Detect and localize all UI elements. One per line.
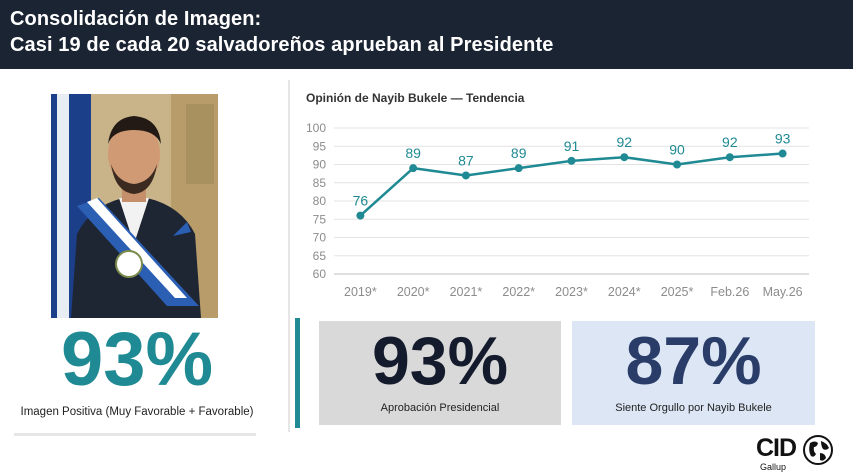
y-tick-label: 60 bbox=[313, 267, 327, 281]
x-tick-label: 2022* bbox=[502, 285, 535, 299]
x-tick-label: 2023* bbox=[555, 285, 588, 299]
header-banner: Consolidación de Imagen: Casi 19 de cada… bbox=[0, 0, 853, 69]
cid-gallup-logo: CID Gallup bbox=[756, 434, 834, 474]
header-title-line1: Consolidación de Imagen: bbox=[10, 8, 262, 30]
pride-value: 87% bbox=[625, 323, 762, 399]
data-label: 76 bbox=[353, 193, 369, 209]
data-label: 92 bbox=[616, 134, 632, 150]
pride-caption: Siente Orgullo por Nayib Bukele bbox=[615, 402, 772, 414]
globe-icon bbox=[803, 435, 833, 465]
data-label: 93 bbox=[775, 131, 791, 147]
data-label: 87 bbox=[458, 152, 474, 168]
data-point bbox=[778, 149, 787, 158]
pride-box: 87% Siente Orgullo por Nayib Bukele bbox=[572, 321, 815, 425]
data-label: 89 bbox=[511, 145, 527, 161]
data-point bbox=[409, 164, 418, 173]
y-tick-label: 75 bbox=[313, 212, 327, 226]
data-point bbox=[514, 164, 523, 173]
data-point bbox=[725, 153, 734, 162]
portrait-photo bbox=[51, 94, 218, 318]
header-title-line2: Casi 19 de cada 20 salvadoreños aprueban… bbox=[10, 34, 554, 56]
vertical-divider bbox=[288, 80, 290, 432]
logo-gallup: Gallup bbox=[760, 462, 787, 472]
data-point bbox=[567, 156, 576, 165]
y-tick-label: 65 bbox=[313, 249, 327, 263]
x-tick-label: Feb.26 bbox=[710, 285, 749, 299]
y-tick-label: 90 bbox=[313, 158, 327, 172]
logo-cid: CID bbox=[756, 434, 797, 462]
x-tick-label: May.26 bbox=[763, 285, 803, 299]
approval-value: 93% bbox=[371, 323, 509, 399]
y-tick-label: 100 bbox=[306, 121, 326, 135]
data-label: 89 bbox=[405, 145, 421, 161]
data-label: 90 bbox=[669, 142, 685, 158]
data-point bbox=[620, 153, 629, 162]
x-tick-label: 2019* bbox=[344, 285, 377, 299]
left-divider bbox=[14, 433, 256, 436]
y-tick-label: 95 bbox=[313, 139, 327, 153]
x-tick-label: 2020* bbox=[397, 285, 430, 299]
data-point bbox=[356, 211, 365, 220]
data-label: 92 bbox=[722, 134, 738, 150]
accent-bar bbox=[295, 318, 300, 428]
image-positive-value: 93% bbox=[60, 317, 214, 402]
x-tick-label: 2021* bbox=[450, 285, 483, 299]
x-tick-label: 2024* bbox=[608, 285, 641, 299]
data-label: 91 bbox=[564, 138, 580, 154]
trend-chart: 100 95 90 85 80 75 70 65 60 2019* 2020* 2021* 2022*… bbox=[296, 112, 826, 307]
data-point bbox=[673, 160, 682, 169]
y-tick-label: 70 bbox=[313, 231, 327, 245]
y-tick-label: 85 bbox=[313, 176, 327, 190]
approval-caption: Aprobación Presidencial bbox=[380, 402, 500, 414]
x-tick-label: 2025* bbox=[661, 285, 694, 299]
approval-box: 93% Aprobación Presidencial bbox=[319, 321, 561, 425]
image-positive-caption: Imagen Positiva (Muy Favorable + Favorab… bbox=[20, 406, 254, 418]
chart-title: Opinión de Nayib Bukele — Tendencia bbox=[306, 91, 525, 105]
y-tick-label: 80 bbox=[313, 194, 327, 208]
data-point bbox=[461, 171, 470, 180]
